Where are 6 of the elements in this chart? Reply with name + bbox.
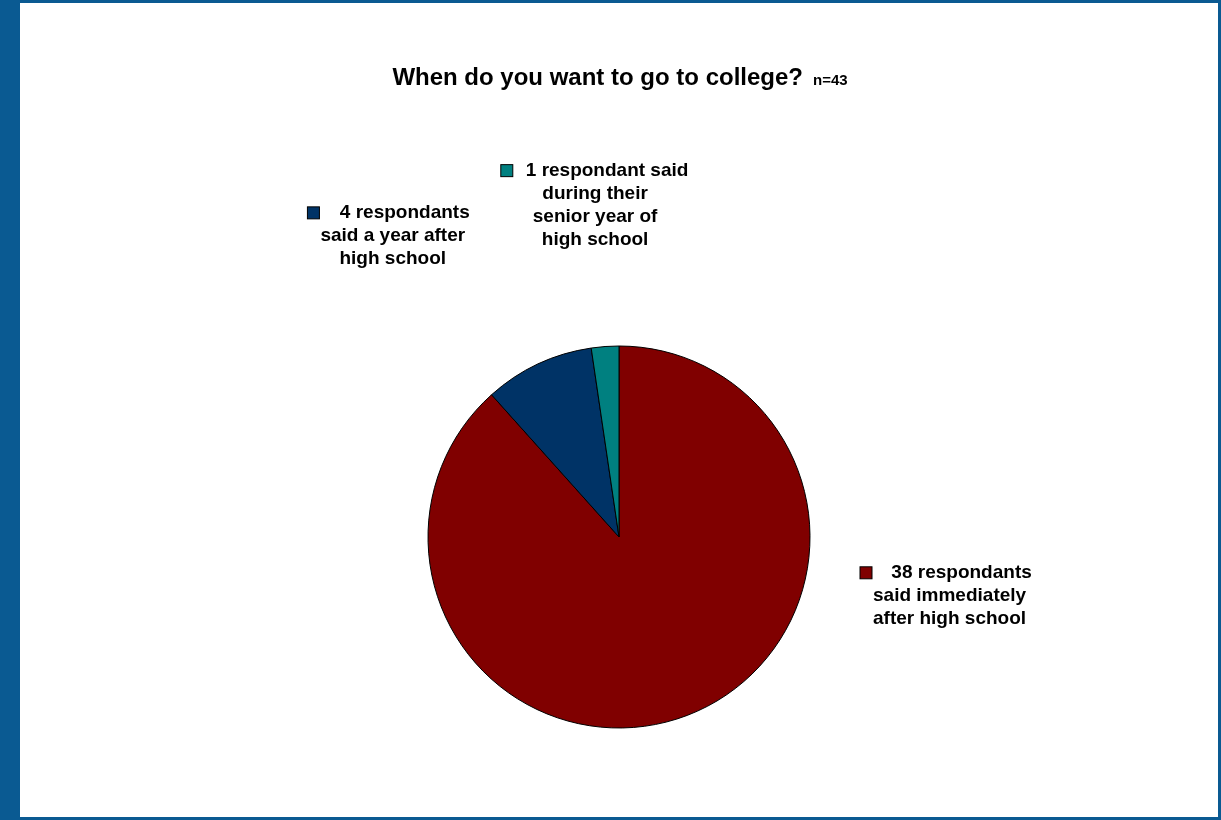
- chart-subtitle: n=43: [813, 71, 848, 88]
- legend-label: 4 respondants said a year after high school: [320, 200, 470, 268]
- pie-slice: [427, 345, 811, 729]
- legend-label: 38 respondants said immediately after high school: [873, 560, 1032, 628]
- chart-title: When do you want to go to college?: [392, 63, 804, 90]
- legend-label: 1 respondant said during their senior year of high school: [525, 158, 689, 249]
